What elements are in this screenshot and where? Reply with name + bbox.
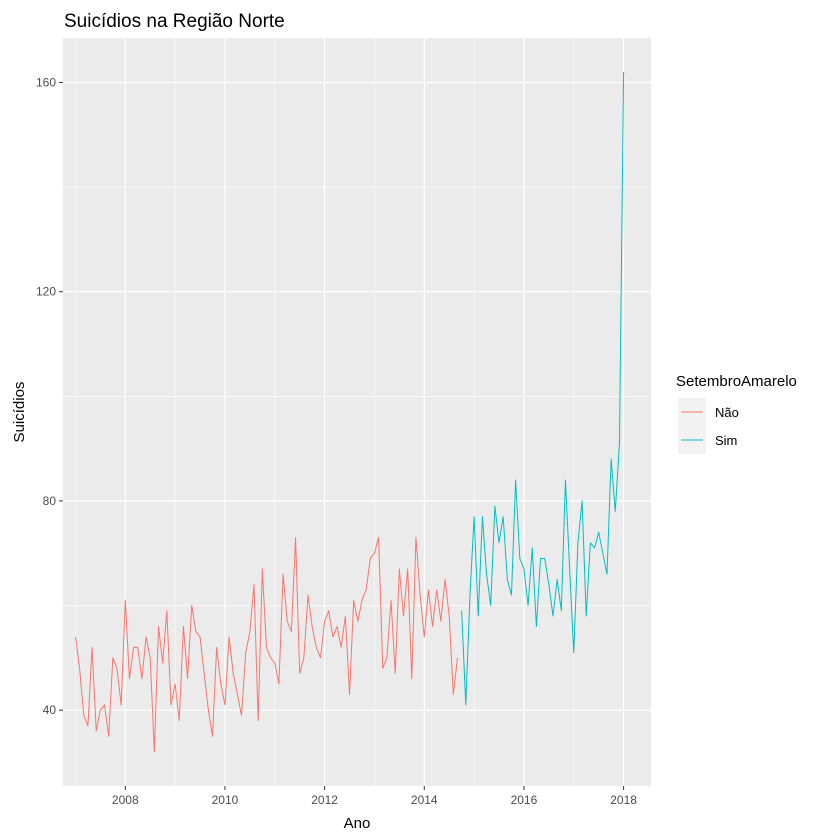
x-tick-label: 2010 xyxy=(212,793,239,807)
x-axis: 2008 2010 2012 2014 2016 2018 xyxy=(112,786,637,807)
series-lines xyxy=(74,71,625,753)
grid-minor xyxy=(63,38,651,786)
legend-title: SetembroAmarelo xyxy=(676,373,797,390)
legend-item: Não xyxy=(678,398,739,426)
x-tick-label: 2016 xyxy=(511,793,538,807)
legend-item: Sim xyxy=(678,426,737,454)
legend: SetembroAmarelo Não Sim xyxy=(676,373,797,454)
y-tick-label: 40 xyxy=(43,703,57,717)
x-axis-title: Ano xyxy=(344,815,371,832)
x-tick-label: 2018 xyxy=(610,793,637,807)
y-tick-label: 160 xyxy=(36,75,56,89)
legend-label: Não xyxy=(715,405,739,420)
series-line-sim xyxy=(461,71,625,706)
y-axis: 40 80 120 160 xyxy=(36,75,63,717)
grid-major xyxy=(63,38,651,786)
plot-panel xyxy=(63,38,651,786)
y-tick-label: 80 xyxy=(43,494,57,508)
y-tick-label: 120 xyxy=(36,285,56,299)
legend-label: Sim xyxy=(715,433,737,448)
x-tick-label: 2014 xyxy=(411,793,438,807)
x-tick-label: 2012 xyxy=(311,793,338,807)
y-axis-title: Suicídios xyxy=(11,382,28,443)
series-line-não xyxy=(74,537,459,753)
x-tick-label: 2008 xyxy=(112,793,139,807)
chart-title: Suicídios na Região Norte xyxy=(64,11,285,32)
